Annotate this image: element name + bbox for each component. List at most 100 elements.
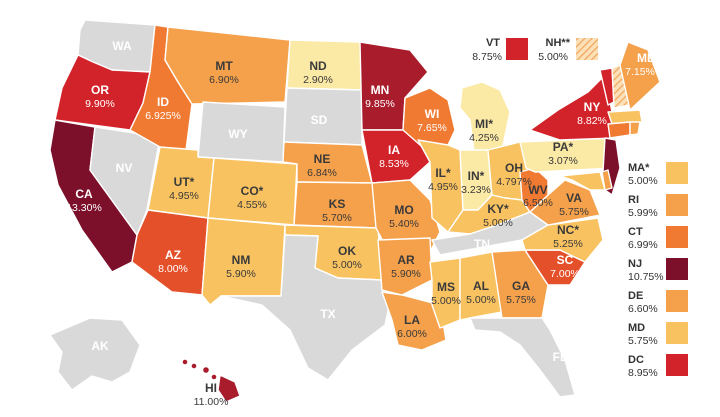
- legend-nj-swatch: [666, 258, 688, 280]
- label-co-abbr: CO*: [241, 184, 264, 198]
- label-nm-abbr: NM: [232, 253, 251, 267]
- label-nd-rate: 2.90%: [303, 74, 333, 86]
- state-md: [559, 171, 606, 191]
- label-id-abbr: ID: [157, 95, 169, 109]
- label-ut-rate: 4.95%: [169, 190, 199, 202]
- legend-nh-swatch: [576, 38, 598, 60]
- legend-de-rate: 6.60%: [628, 303, 658, 315]
- label-oh-abbr: OH: [505, 161, 523, 175]
- label-ar-rate: 5.90%: [391, 268, 421, 280]
- label-ks-abbr: KS: [329, 197, 346, 211]
- legend-item-nj: NJ 10.75%: [628, 258, 688, 283]
- label-ak: AK: [91, 339, 109, 353]
- label-fl: FL: [553, 350, 568, 364]
- legend-ct-rate: 6.99%: [628, 239, 658, 251]
- legend-item-ri: RI 5.99%: [628, 194, 688, 219]
- label-nm-rate: 5.90%: [226, 268, 256, 280]
- legend-ma-swatch: [666, 162, 688, 184]
- label-va-abbr: VA: [566, 191, 582, 205]
- legend-dc-swatch: [666, 354, 688, 376]
- label-ne-abbr: NE: [314, 152, 331, 166]
- state-al: [459, 251, 503, 321]
- label-ut-abbr: UT*: [174, 175, 195, 189]
- label-nd-abbr: ND: [309, 59, 327, 73]
- legend-md-abbr: MD: [628, 322, 645, 334]
- state-hi: [181, 358, 241, 403]
- label-id-rate: 6.925%: [145, 110, 181, 122]
- label-hi-abbr: HI: [205, 381, 217, 395]
- legend-item-md: MD 5.75%: [628, 322, 688, 347]
- label-oh-rate: 4.797%: [496, 176, 532, 188]
- label-mi-rate: 4.25%: [469, 132, 499, 144]
- label-me-rate: 7.15%: [625, 66, 655, 78]
- label-ok-abbr: OK: [338, 244, 356, 258]
- state-me: [619, 41, 661, 111]
- legend-item-dc: DC 8.95%: [628, 354, 688, 379]
- legend-ri-rate: 5.99%: [628, 207, 658, 219]
- label-mo-rate: 5.40%: [389, 218, 419, 230]
- label-sd: SD: [311, 113, 328, 127]
- label-mn-abbr: MN: [371, 83, 390, 97]
- label-wy: WY: [228, 127, 247, 141]
- label-tn: TN: [474, 237, 490, 251]
- label-wv-rate: 6.50%: [523, 197, 553, 209]
- label-nc-rate: 5.25%: [553, 238, 583, 250]
- top-legend: VT 8.75% NH** 5.00%: [472, 37, 598, 63]
- state-wi: [402, 87, 456, 146]
- label-tx: TX: [320, 307, 335, 321]
- label-mi-abbr: MI*: [475, 117, 493, 131]
- label-il-rate: 4.95%: [428, 181, 458, 193]
- legend-nj-abbr: NJ: [628, 258, 642, 270]
- legend-vt-abbr: VT: [486, 37, 500, 49]
- label-al-abbr: AL: [473, 279, 489, 293]
- label-ms-rate: 5.00%: [431, 295, 461, 307]
- label-az-abbr: AZ: [165, 248, 181, 262]
- legend-dc-abbr: DC: [628, 354, 644, 366]
- label-wi-abbr: WI: [425, 107, 440, 121]
- label-ks-rate: 5.70%: [322, 212, 352, 224]
- state-fl: [469, 317, 576, 398]
- legend-md-rate: 5.75%: [628, 335, 658, 347]
- label-ga-rate: 5.75%: [506, 294, 536, 306]
- label-va-rate: 5.75%: [559, 206, 589, 218]
- label-ms-abbr: MS: [437, 280, 455, 294]
- label-ia-rate: 8.53%: [379, 158, 409, 170]
- legend-item-ma: MA* 5.00%: [628, 162, 688, 187]
- legend-ct-abbr: CT: [628, 226, 643, 238]
- legend-ct-swatch: [666, 226, 688, 248]
- label-in-rate: 3.23%: [461, 184, 491, 196]
- label-ny-rate: 8.82%: [577, 115, 607, 127]
- label-ky-abbr: KY*: [487, 202, 509, 216]
- legend-dc-rate: 8.95%: [628, 367, 658, 379]
- state-ak: [49, 317, 141, 391]
- label-hi-rate: 11.00%: [194, 396, 229, 408]
- state-tx: [220, 234, 393, 381]
- legend-vt-swatch: [506, 38, 528, 60]
- label-il-abbr: IL*: [435, 166, 451, 180]
- label-mt-abbr: MT: [215, 59, 233, 73]
- legend-item-de: DE 6.60%: [628, 290, 688, 315]
- label-al-rate: 5.00%: [466, 294, 496, 306]
- state-ma: [607, 109, 643, 125]
- label-ca-abbr: CA: [75, 187, 93, 201]
- label-co-rate: 4.55%: [237, 199, 267, 211]
- label-pa-rate: 3.07%: [548, 155, 578, 167]
- legend-nh-abbr: NH**: [546, 37, 571, 49]
- label-ca-rate: 13.30%: [66, 202, 102, 214]
- label-mo-abbr: MO: [394, 203, 413, 217]
- legend-ma-abbr: MA*: [628, 162, 650, 174]
- label-wv-abbr: WV: [528, 183, 547, 197]
- label-ok-rate: 5.00%: [332, 259, 362, 271]
- label-sc-rate: 7.00%: [550, 268, 580, 280]
- legend-md-swatch: [666, 322, 688, 344]
- label-wi-rate: 7.65%: [417, 122, 447, 134]
- label-ne-rate: 6.84%: [307, 167, 337, 179]
- legend-nj-rate: 10.75%: [628, 271, 664, 283]
- label-or-abbr: OR: [91, 83, 109, 97]
- label-ky-rate: 5.00%: [483, 217, 513, 229]
- label-me-abbr: ME: [637, 51, 655, 65]
- label-nc-abbr: NC*: [557, 223, 579, 237]
- legend-ma-rate: 5.00%: [628, 175, 658, 187]
- label-mt-rate: 6.90%: [209, 74, 239, 86]
